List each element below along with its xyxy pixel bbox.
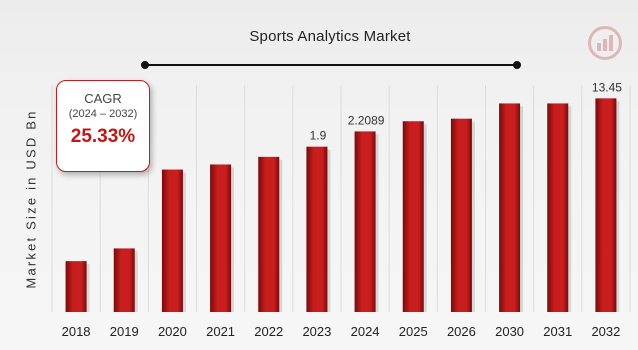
bar-chart-logo-icon	[588, 26, 622, 60]
x-tick-label: 2021	[206, 324, 235, 339]
x-tick-label: 2031	[543, 324, 572, 339]
x-tick-label: 2020	[158, 324, 187, 339]
x-tick-label: 2023	[302, 324, 331, 339]
bar	[306, 146, 328, 312]
bar	[258, 156, 280, 312]
title-timeline-end-dot	[513, 61, 521, 69]
title-timeline-start-dot	[141, 61, 149, 69]
x-tick-label: 2024	[351, 324, 380, 339]
x-tick-label: 2032	[591, 324, 620, 339]
chart-title-wrap: Sports Analytics Market	[140, 28, 520, 46]
bar	[65, 261, 87, 312]
bar	[161, 169, 183, 312]
bar	[450, 118, 472, 313]
x-tick-label: 2030	[495, 324, 524, 339]
bar	[113, 248, 135, 312]
data-label: 1.9	[310, 129, 327, 143]
x-tick-label: 2018	[62, 324, 91, 339]
cagr-callout: CAGR (2024 – 2032) 25.33%	[56, 80, 150, 172]
bar	[402, 121, 424, 312]
x-tick-label: 2026	[447, 324, 476, 339]
title-timeline-line	[145, 64, 517, 66]
x-tick-label: 2022	[254, 324, 283, 339]
bar	[210, 164, 232, 312]
bar	[595, 98, 617, 312]
cagr-value: 25.33%	[70, 126, 136, 147]
x-tick-label: 2019	[110, 324, 139, 339]
chart-title: Sports Analytics Market	[249, 28, 411, 45]
bar	[354, 131, 376, 312]
data-label: 2.2089	[348, 113, 385, 127]
cagr-period: (2024 – 2032)	[68, 108, 138, 120]
cagr-label: CAGR	[84, 91, 122, 106]
bar	[547, 103, 569, 312]
data-label: 13.45	[592, 80, 622, 94]
x-tick-label: 2025	[399, 324, 428, 339]
bar	[499, 103, 521, 312]
